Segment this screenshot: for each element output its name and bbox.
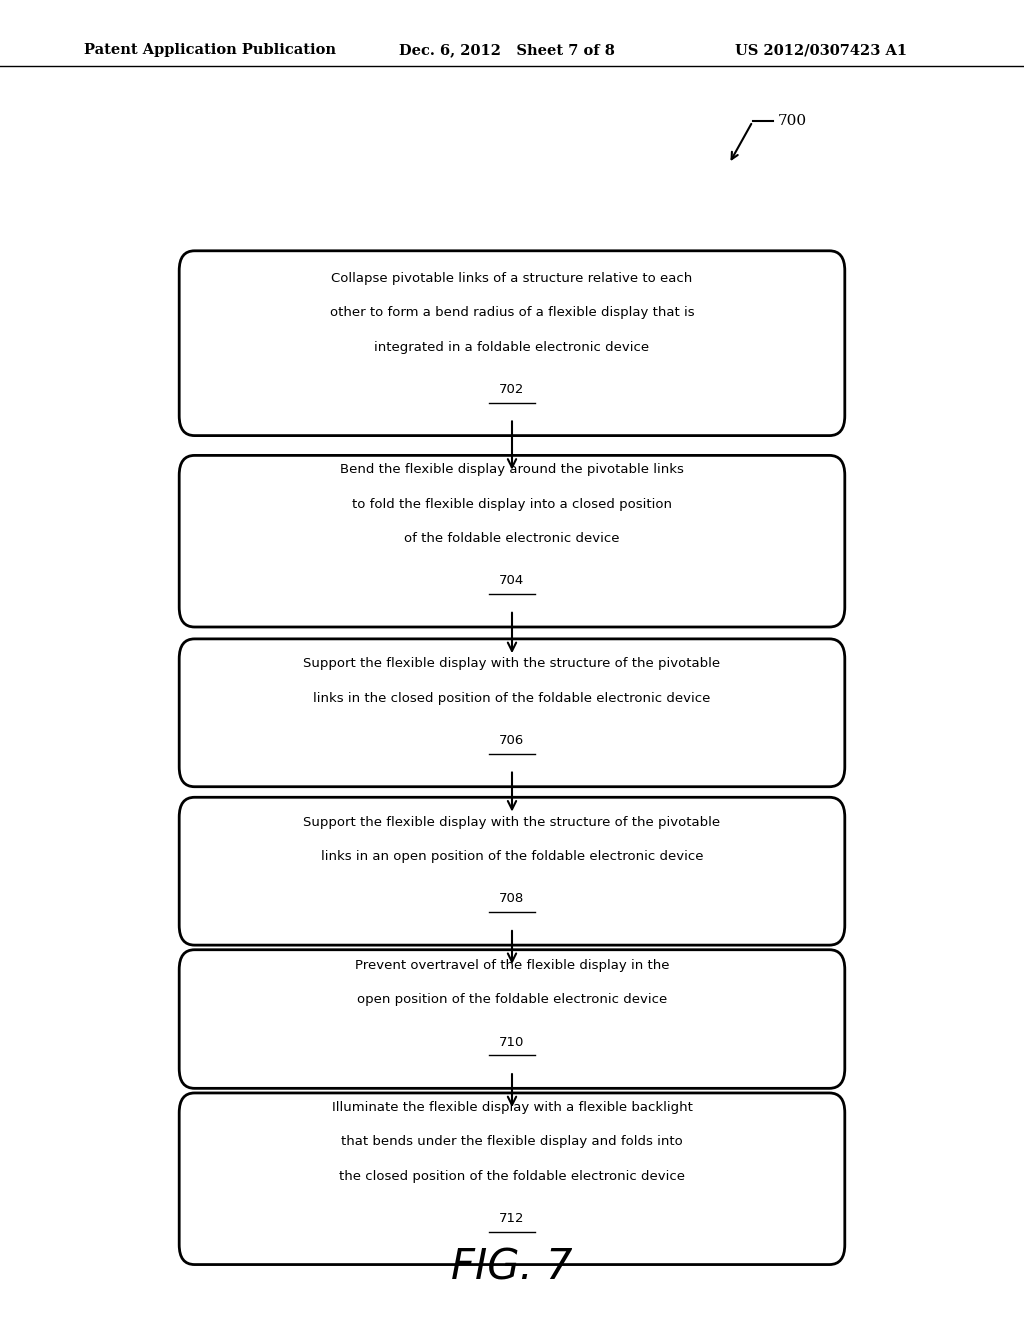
Text: other to form a bend radius of a flexible display that is: other to form a bend radius of a flexibl… xyxy=(330,306,694,319)
Text: to fold the flexible display into a closed position: to fold the flexible display into a clos… xyxy=(352,498,672,511)
Text: 708: 708 xyxy=(500,892,524,906)
Text: 710: 710 xyxy=(500,1036,524,1048)
Text: 702: 702 xyxy=(500,383,524,396)
FancyBboxPatch shape xyxy=(179,950,845,1088)
Text: Prevent overtravel of the flexible display in the: Prevent overtravel of the flexible displ… xyxy=(354,960,670,972)
Text: links in an open position of the foldable electronic device: links in an open position of the foldabl… xyxy=(321,850,703,863)
FancyBboxPatch shape xyxy=(179,797,845,945)
Text: links in the closed position of the foldable electronic device: links in the closed position of the fold… xyxy=(313,692,711,705)
Text: Support the flexible display with the structure of the pivotable: Support the flexible display with the st… xyxy=(303,816,721,829)
Text: Illuminate the flexible display with a flexible backlight: Illuminate the flexible display with a f… xyxy=(332,1101,692,1114)
Text: Support the flexible display with the structure of the pivotable: Support the flexible display with the st… xyxy=(303,657,721,671)
Text: the closed position of the foldable electronic device: the closed position of the foldable elec… xyxy=(339,1170,685,1183)
Text: 700: 700 xyxy=(778,115,807,128)
Text: of the foldable electronic device: of the foldable electronic device xyxy=(404,532,620,545)
Text: Dec. 6, 2012   Sheet 7 of 8: Dec. 6, 2012 Sheet 7 of 8 xyxy=(399,44,615,57)
FancyBboxPatch shape xyxy=(179,1093,845,1265)
Text: US 2012/0307423 A1: US 2012/0307423 A1 xyxy=(735,44,907,57)
Text: 712: 712 xyxy=(500,1212,524,1225)
FancyBboxPatch shape xyxy=(179,251,845,436)
Text: FIG. 7: FIG. 7 xyxy=(452,1246,572,1288)
FancyBboxPatch shape xyxy=(179,639,845,787)
FancyBboxPatch shape xyxy=(179,455,845,627)
Text: open position of the foldable electronic device: open position of the foldable electronic… xyxy=(357,994,667,1006)
Text: 704: 704 xyxy=(500,574,524,587)
Text: Bend the flexible display around the pivotable links: Bend the flexible display around the piv… xyxy=(340,463,684,477)
Text: integrated in a foldable electronic device: integrated in a foldable electronic devi… xyxy=(375,341,649,354)
Text: Patent Application Publication: Patent Application Publication xyxy=(84,44,336,57)
Text: Collapse pivotable links of a structure relative to each: Collapse pivotable links of a structure … xyxy=(332,272,692,285)
Text: 706: 706 xyxy=(500,734,524,747)
Text: that bends under the flexible display and folds into: that bends under the flexible display an… xyxy=(341,1135,683,1148)
